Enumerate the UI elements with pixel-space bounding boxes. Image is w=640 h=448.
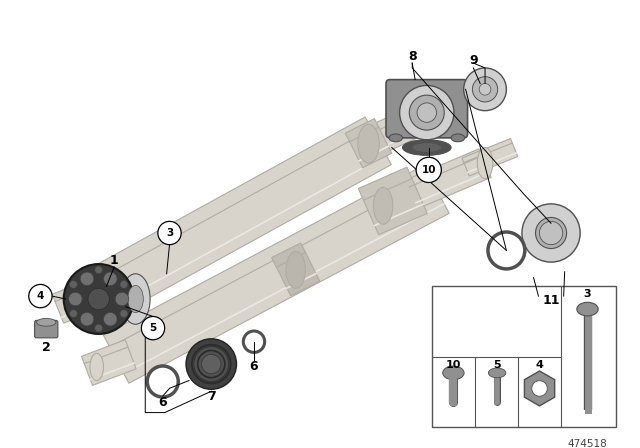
Ellipse shape (358, 124, 380, 163)
Text: 10: 10 (422, 165, 436, 175)
Ellipse shape (522, 204, 580, 262)
Polygon shape (74, 117, 391, 325)
Circle shape (95, 266, 102, 274)
Polygon shape (406, 149, 491, 208)
Circle shape (120, 280, 128, 289)
Circle shape (70, 280, 77, 289)
Circle shape (463, 68, 506, 111)
Circle shape (68, 292, 82, 306)
FancyBboxPatch shape (35, 320, 58, 338)
Circle shape (532, 381, 547, 396)
Circle shape (115, 292, 129, 306)
Circle shape (194, 347, 228, 382)
Ellipse shape (577, 302, 598, 316)
Ellipse shape (373, 187, 393, 224)
Polygon shape (462, 138, 518, 176)
Circle shape (479, 83, 491, 95)
Circle shape (417, 103, 436, 122)
Circle shape (416, 157, 442, 182)
Text: 10: 10 (445, 360, 461, 370)
Ellipse shape (536, 217, 566, 249)
Circle shape (399, 86, 454, 140)
Polygon shape (346, 119, 392, 168)
Polygon shape (524, 371, 555, 406)
Text: 9: 9 (469, 54, 477, 67)
Circle shape (472, 77, 498, 102)
Polygon shape (81, 340, 136, 385)
Text: 11: 11 (542, 294, 560, 307)
Text: 4: 4 (536, 360, 543, 370)
Ellipse shape (128, 285, 143, 313)
Polygon shape (358, 167, 428, 235)
Polygon shape (104, 165, 449, 383)
Ellipse shape (443, 366, 464, 380)
Circle shape (29, 284, 52, 308)
Bar (431, 286, 616, 427)
Circle shape (80, 312, 94, 326)
Ellipse shape (451, 134, 465, 142)
Ellipse shape (389, 134, 403, 142)
Circle shape (186, 339, 237, 389)
Text: 7: 7 (207, 390, 216, 403)
Text: 1: 1 (110, 254, 118, 267)
Ellipse shape (64, 264, 134, 334)
Circle shape (70, 310, 77, 318)
Polygon shape (353, 103, 433, 162)
Polygon shape (271, 243, 320, 296)
Text: 5: 5 (493, 360, 501, 370)
Circle shape (202, 354, 221, 374)
Text: 3: 3 (584, 289, 591, 299)
Text: 5: 5 (149, 323, 157, 333)
Ellipse shape (488, 368, 506, 378)
Ellipse shape (79, 286, 95, 315)
FancyBboxPatch shape (386, 80, 468, 138)
Text: 3: 3 (166, 228, 173, 238)
Text: 4: 4 (36, 291, 44, 301)
Ellipse shape (286, 251, 305, 289)
Circle shape (80, 272, 94, 286)
Polygon shape (52, 275, 112, 323)
Circle shape (158, 221, 181, 245)
Ellipse shape (477, 147, 493, 179)
Circle shape (104, 312, 117, 326)
Text: 2: 2 (42, 341, 51, 354)
Text: 6: 6 (159, 396, 167, 409)
Circle shape (410, 95, 444, 130)
Circle shape (540, 221, 563, 245)
Circle shape (120, 310, 128, 318)
Ellipse shape (412, 143, 442, 152)
Circle shape (104, 272, 117, 286)
Ellipse shape (418, 99, 436, 134)
Circle shape (88, 289, 109, 310)
Ellipse shape (121, 274, 150, 324)
Ellipse shape (36, 319, 56, 326)
Text: 6: 6 (250, 361, 259, 374)
Ellipse shape (90, 353, 104, 380)
Ellipse shape (403, 140, 451, 155)
Circle shape (95, 324, 102, 332)
Text: 8: 8 (408, 50, 417, 63)
Circle shape (141, 316, 164, 340)
Text: 474518: 474518 (568, 439, 607, 448)
